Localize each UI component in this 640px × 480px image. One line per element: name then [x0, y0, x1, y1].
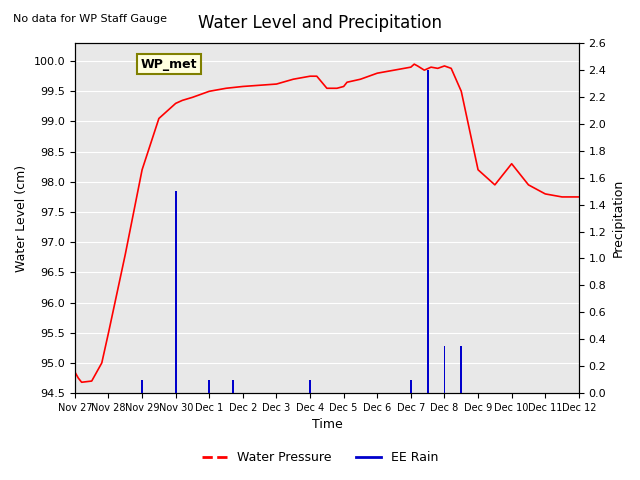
- X-axis label: Time: Time: [312, 419, 342, 432]
- Bar: [460, 346, 462, 393]
- Y-axis label: Precipitation: Precipitation: [612, 179, 625, 257]
- Text: No data for WP Staff Gauge: No data for WP Staff Gauge: [13, 14, 167, 24]
- Bar: [209, 380, 210, 393]
- Bar: [309, 380, 311, 393]
- Y-axis label: Water Level (cm): Water Level (cm): [15, 165, 28, 272]
- Bar: [444, 346, 445, 393]
- Text: Water Level and Precipitation: Water Level and Precipitation: [198, 14, 442, 33]
- Bar: [141, 380, 143, 393]
- Text: WP_met: WP_met: [140, 58, 197, 71]
- Bar: [175, 191, 177, 393]
- Bar: [410, 380, 412, 393]
- Legend: Water Pressure, EE Rain: Water Pressure, EE Rain: [196, 446, 444, 469]
- Bar: [427, 70, 429, 393]
- Bar: [232, 380, 234, 393]
